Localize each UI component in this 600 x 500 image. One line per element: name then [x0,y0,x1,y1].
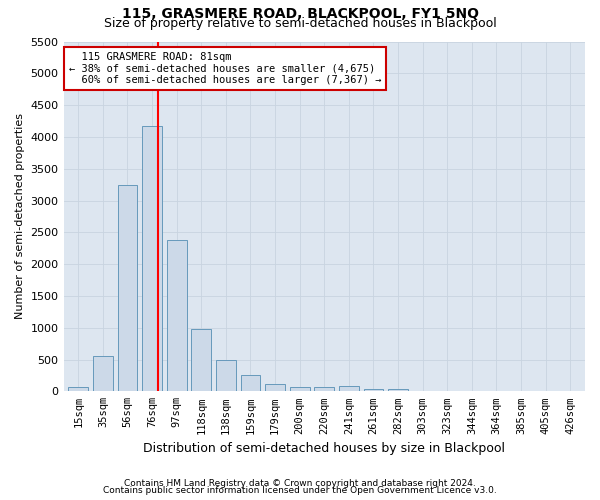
Y-axis label: Number of semi-detached properties: Number of semi-detached properties [15,114,25,320]
Bar [118,184,137,392]
X-axis label: Distribution of semi-detached houses by size in Blackpool: Distribution of semi-detached houses by … [143,442,505,455]
Bar [339,386,359,392]
Bar [216,360,236,392]
Bar [364,389,383,392]
Bar [68,388,88,392]
Bar [191,329,211,392]
Bar [142,126,162,392]
Bar [388,389,408,392]
Bar [265,384,285,392]
Bar [167,240,187,392]
Text: Contains public sector information licensed under the Open Government Licence v3: Contains public sector information licen… [103,486,497,495]
Bar [93,356,113,392]
Text: 115, GRASMERE ROAD, BLACKPOOL, FY1 5NQ: 115, GRASMERE ROAD, BLACKPOOL, FY1 5NQ [121,8,479,22]
Bar [241,376,260,392]
Bar [290,387,310,392]
Text: Contains HM Land Registry data © Crown copyright and database right 2024.: Contains HM Land Registry data © Crown c… [124,478,476,488]
Bar [314,388,334,392]
Text: 115 GRASMERE ROAD: 81sqm
← 38% of semi-detached houses are smaller (4,675)
  60%: 115 GRASMERE ROAD: 81sqm ← 38% of semi-d… [69,52,381,85]
Text: Size of property relative to semi-detached houses in Blackpool: Size of property relative to semi-detach… [104,18,496,30]
